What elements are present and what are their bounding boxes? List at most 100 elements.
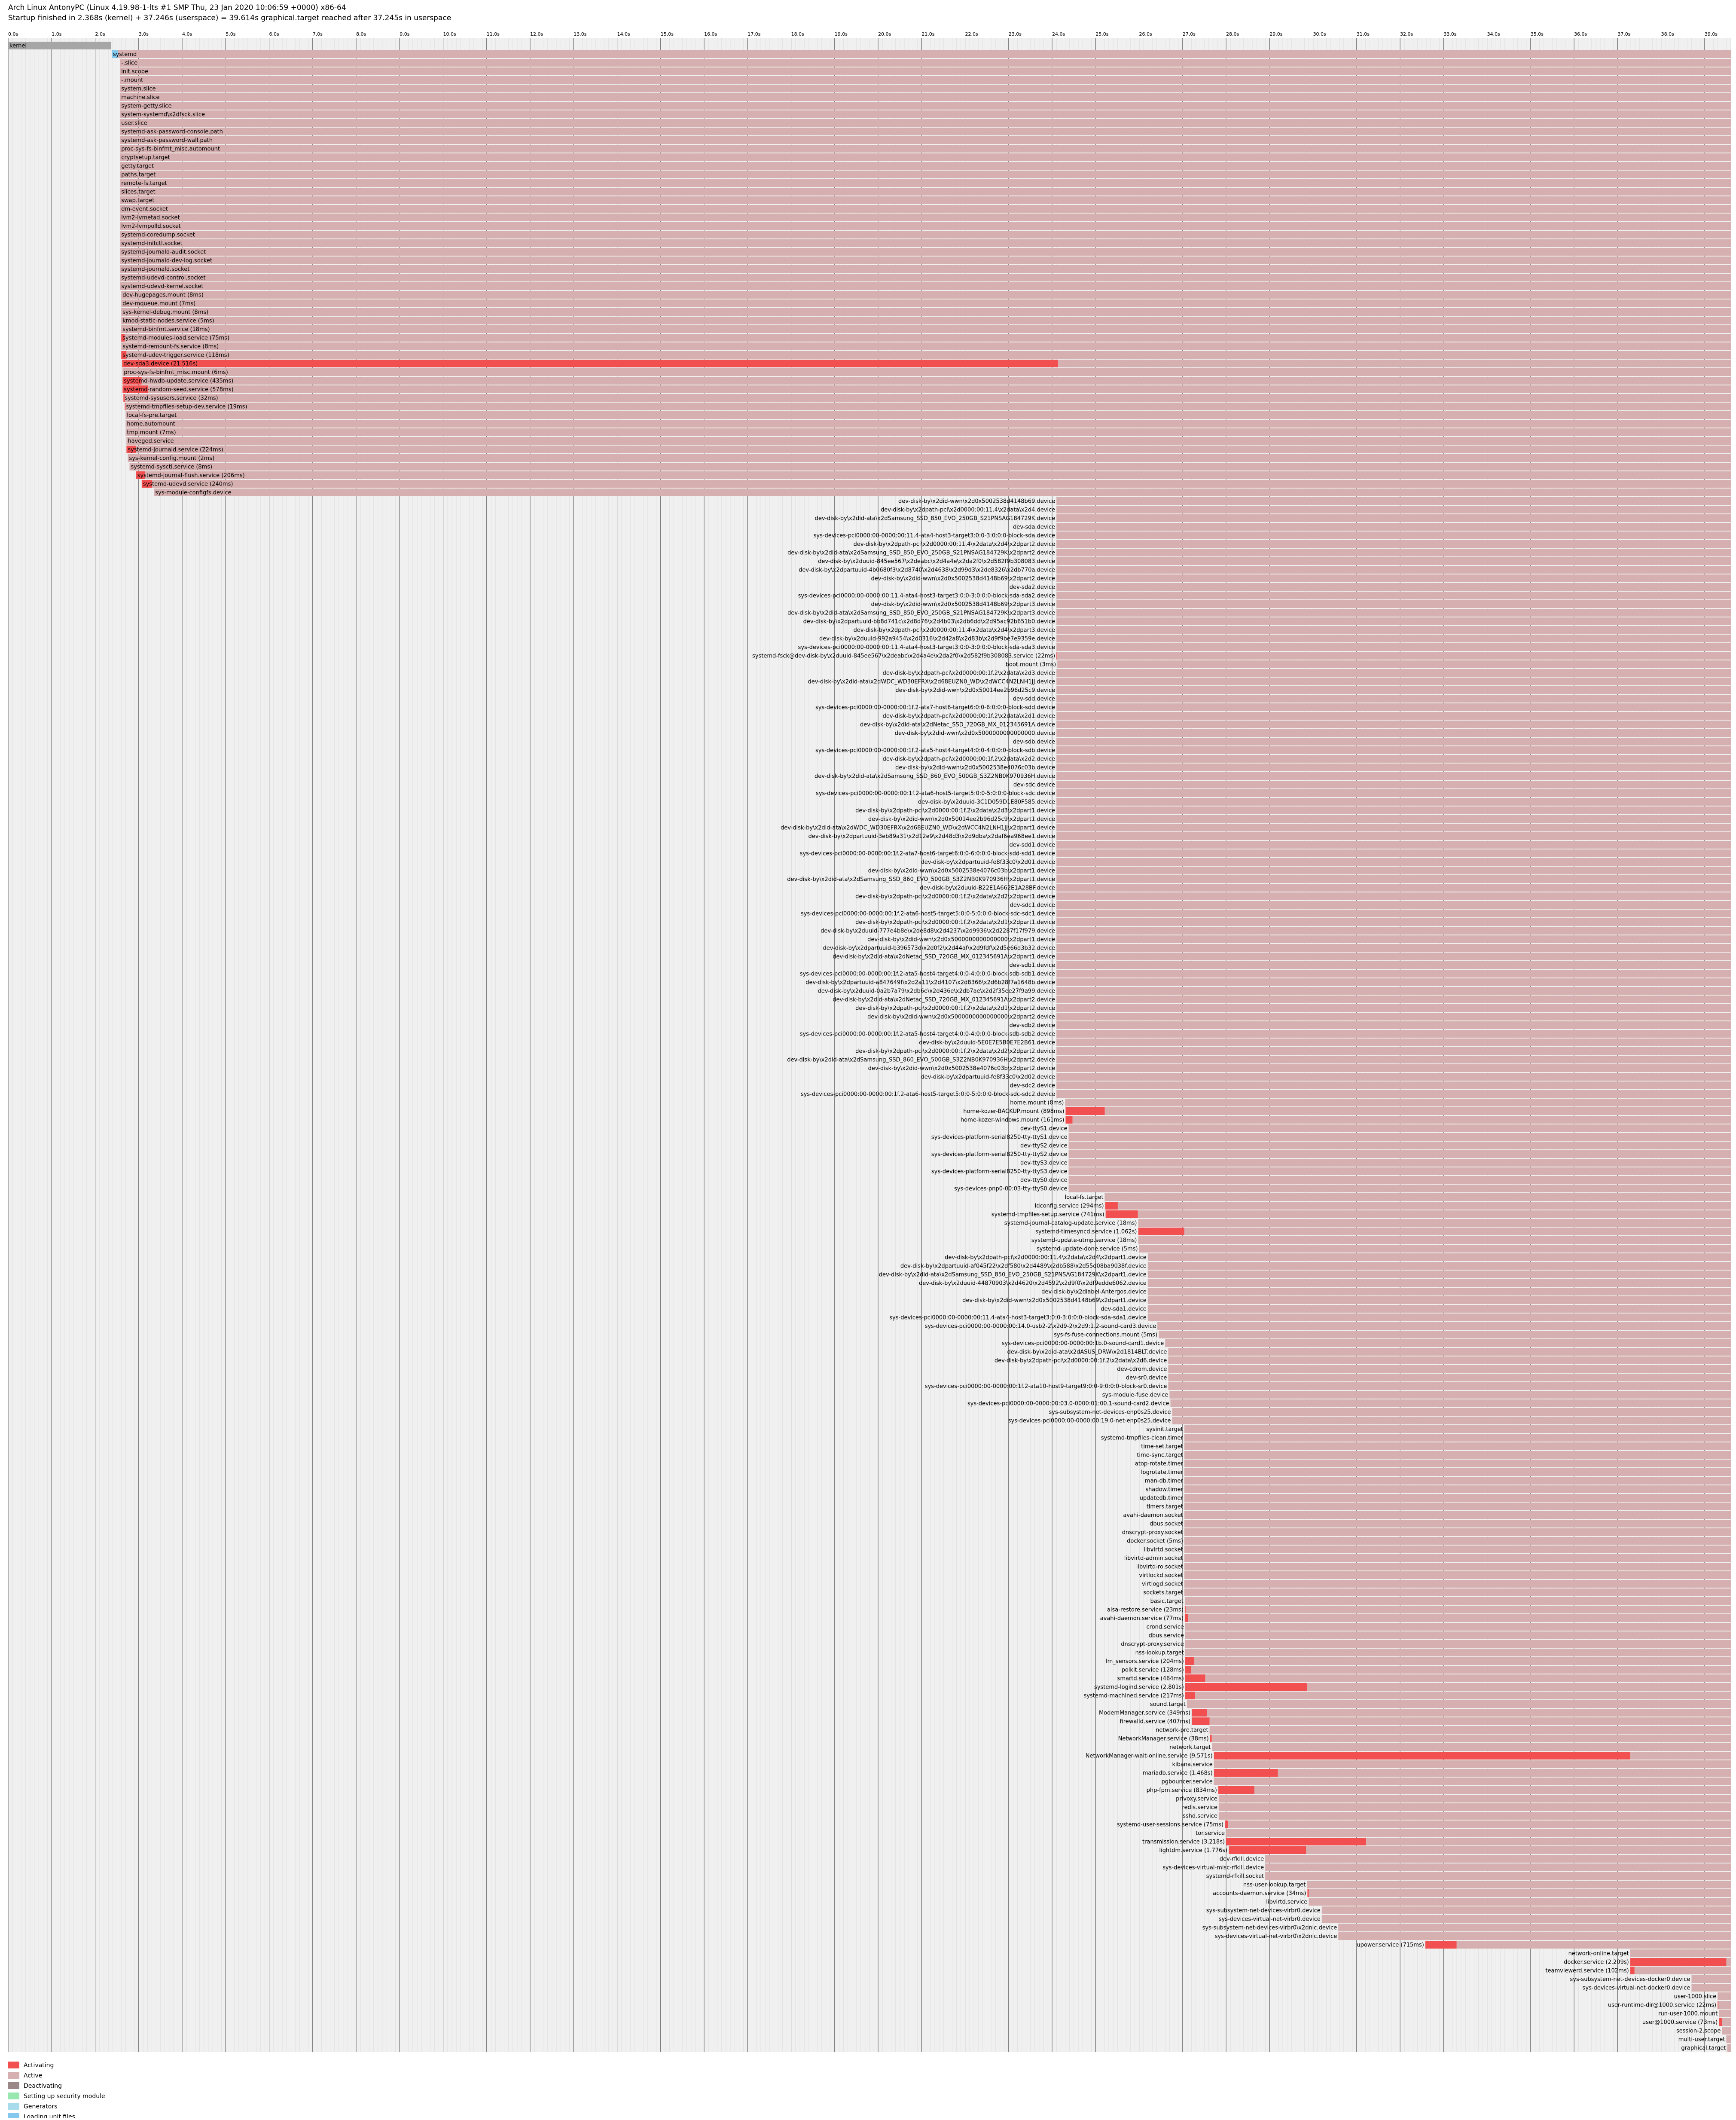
unit-label: sys-subsystem-net-devices-docker0.device — [1570, 1976, 1690, 1983]
active-bar — [1195, 1692, 1731, 1699]
unit-label: lightdm.service (1.776s) — [1159, 1848, 1227, 1854]
x-tick-label: 7.0s — [313, 31, 323, 37]
active-bar — [120, 265, 1732, 273]
unit-label: network-pre.target — [1156, 1727, 1208, 1734]
active-bar — [1056, 583, 1731, 591]
unit-label: sys-devices-platform-serial8250-tty-ttyS… — [931, 1134, 1068, 1141]
unit-label: polkit.service (128ms) — [1122, 1667, 1184, 1674]
active-bar — [1187, 1700, 1731, 1708]
unit-label: paths.target — [121, 172, 156, 178]
x-tick-label: 38.0s — [1661, 31, 1674, 37]
activating-bar — [1630, 1958, 1727, 1966]
unit-label: libvirtd-ro.socket — [1136, 1564, 1183, 1570]
active-bar — [1338, 1924, 1731, 1931]
kernel-bar — [8, 42, 111, 49]
unit-label: local-fs.target — [1065, 1194, 1104, 1201]
legend-label: Generators — [24, 2103, 57, 2110]
x-tick-label: 10.0s — [443, 31, 456, 37]
legend-label: Active — [24, 2072, 42, 2079]
unit-label: sshd.service — [1183, 1813, 1217, 1820]
activating-bar — [1185, 1666, 1191, 1674]
unit-label: virtlogd.socket — [1142, 1581, 1183, 1588]
unit-label: NetworkManager-wait-online.service (9.57… — [1086, 1753, 1213, 1760]
active-bar — [120, 231, 1732, 238]
unit-label: dev-disk-by\x2dpartuuid-fe8f33c0\x2d02.d… — [921, 1074, 1055, 1081]
unit-label: dev-ttyS3.device — [1020, 1160, 1068, 1167]
active-bar — [1185, 1640, 1731, 1648]
active-bar — [1309, 1898, 1731, 1906]
unit-label: systemd-hwdb-update.service (435ms) — [124, 378, 233, 385]
active-bar — [125, 420, 1731, 428]
unit-label: dev-disk-by\x2did-ata\x2dSamsung_SSD_860… — [787, 877, 1055, 883]
activating-bar — [121, 351, 127, 359]
active-bar — [1056, 506, 1731, 513]
active-bar — [1056, 557, 1731, 565]
unit-label: sys-kernel-config.mount (2ms) — [129, 455, 214, 462]
active-bar — [1058, 360, 1731, 367]
active-bar — [1147, 1271, 1731, 1278]
unit-label: lvm2-lvmetad.socket — [121, 215, 180, 221]
activating-bar — [1065, 1116, 1073, 1124]
active-bar — [1056, 927, 1731, 935]
unit-label: sys-kernel-debug.mount (8ms) — [122, 309, 208, 316]
active-bar — [1056, 970, 1731, 978]
active-bar — [1184, 1528, 1731, 1536]
unit-label: timers.target — [1147, 1504, 1183, 1510]
active-bar — [1172, 1417, 1731, 1424]
unit-label: dnscrypt-proxy.service — [1121, 1641, 1184, 1648]
activating-bar — [1185, 1674, 1205, 1682]
unit-label: smartd.service (464ms) — [1117, 1676, 1184, 1682]
active-bar — [145, 471, 1731, 479]
unit-label: systemd-udevd-control.socket — [121, 275, 205, 281]
unit-label: libvirtd-admin.socket — [1124, 1555, 1183, 1562]
x-tick-label: 27.0s — [1183, 31, 1196, 37]
unit-label: sys-devices-pci0000:00-0000:00:03.0-0000… — [967, 1401, 1169, 1407]
activating-bar — [1214, 1752, 1630, 1760]
unit-label: dev-disk-by\x2did-ata\x2dNetac_SSD_720GB… — [833, 954, 1055, 960]
unit-label: dev-disk-by\x2duuid-B22E1A662E1A28BF.dev… — [920, 885, 1055, 892]
active-bar — [1191, 1666, 1731, 1674]
x-tick-label: 5.0s — [226, 31, 235, 37]
unit-label: systemd-remount-fs.service (8ms) — [122, 344, 219, 350]
active-bar — [1184, 1468, 1731, 1476]
active-bar — [1056, 944, 1731, 952]
active-bar — [1056, 789, 1731, 797]
unit-label: privoxy.service — [1176, 1796, 1217, 1802]
legend-label: Setting up security module — [24, 2093, 105, 2100]
active-bar — [1056, 1073, 1731, 1081]
activating-bar — [122, 377, 142, 385]
active-bar — [1056, 1090, 1731, 1098]
x-tick-label: 32.0s — [1400, 31, 1413, 37]
unit-label: dev-sda3.device (21.516s) — [123, 361, 198, 367]
active-bar — [1068, 1167, 1731, 1175]
unit-label: user-1000.slice — [1674, 1994, 1717, 2000]
unit-label: dev-disk-by\x2duuid-3C1D059D1E80F585.dev… — [918, 799, 1055, 806]
active-bar — [122, 368, 1731, 376]
unit-label: dev-disk-by\x2did-wwn\x2d0x50014ee2b96d2… — [895, 687, 1055, 694]
unit-label: lm_sensors.service (204ms) — [1106, 1659, 1184, 1665]
unit-label: systemd-udevd.service (240ms) — [143, 481, 233, 488]
unit-label: dev-disk-by\x2did-wwn\x2d0x5002538d4148b… — [871, 602, 1055, 608]
unit-label: machine.slice — [121, 95, 159, 101]
unit-label: systemd-journald.socket — [121, 266, 189, 273]
unit-label: time-sync.target — [1137, 1452, 1183, 1459]
unit-label: tor.service — [1196, 1830, 1225, 1837]
active-bar — [1159, 1331, 1731, 1338]
active-bar — [1056, 1030, 1731, 1038]
unit-label: sys-devices-pci0000:00-0000:00:1f.2-ata7… — [800, 851, 1055, 857]
active-bar — [1138, 1210, 1731, 1218]
active-bar — [125, 403, 1731, 410]
activating-bar — [1105, 1202, 1118, 1210]
unit-label: user@1000.service (73ms) — [1642, 2019, 1718, 2026]
unit-label: sys-devices-virtual-net-docker0.device — [1583, 1985, 1690, 1992]
unit-label: sys-devices-pci0000:00-0000:00:1f.2-ata6… — [801, 1091, 1055, 1098]
active-bar — [1165, 1339, 1731, 1347]
activating-bar — [126, 446, 136, 453]
unit-label: init.scope — [121, 69, 148, 75]
unit-label: docker.service (2.209s) — [1564, 1959, 1629, 1966]
x-tick-label: 36.0s — [1574, 31, 1587, 37]
activating-bar — [1425, 1941, 1457, 1949]
unit-label: haveged.service — [128, 438, 174, 445]
active-bar — [1056, 1081, 1731, 1089]
